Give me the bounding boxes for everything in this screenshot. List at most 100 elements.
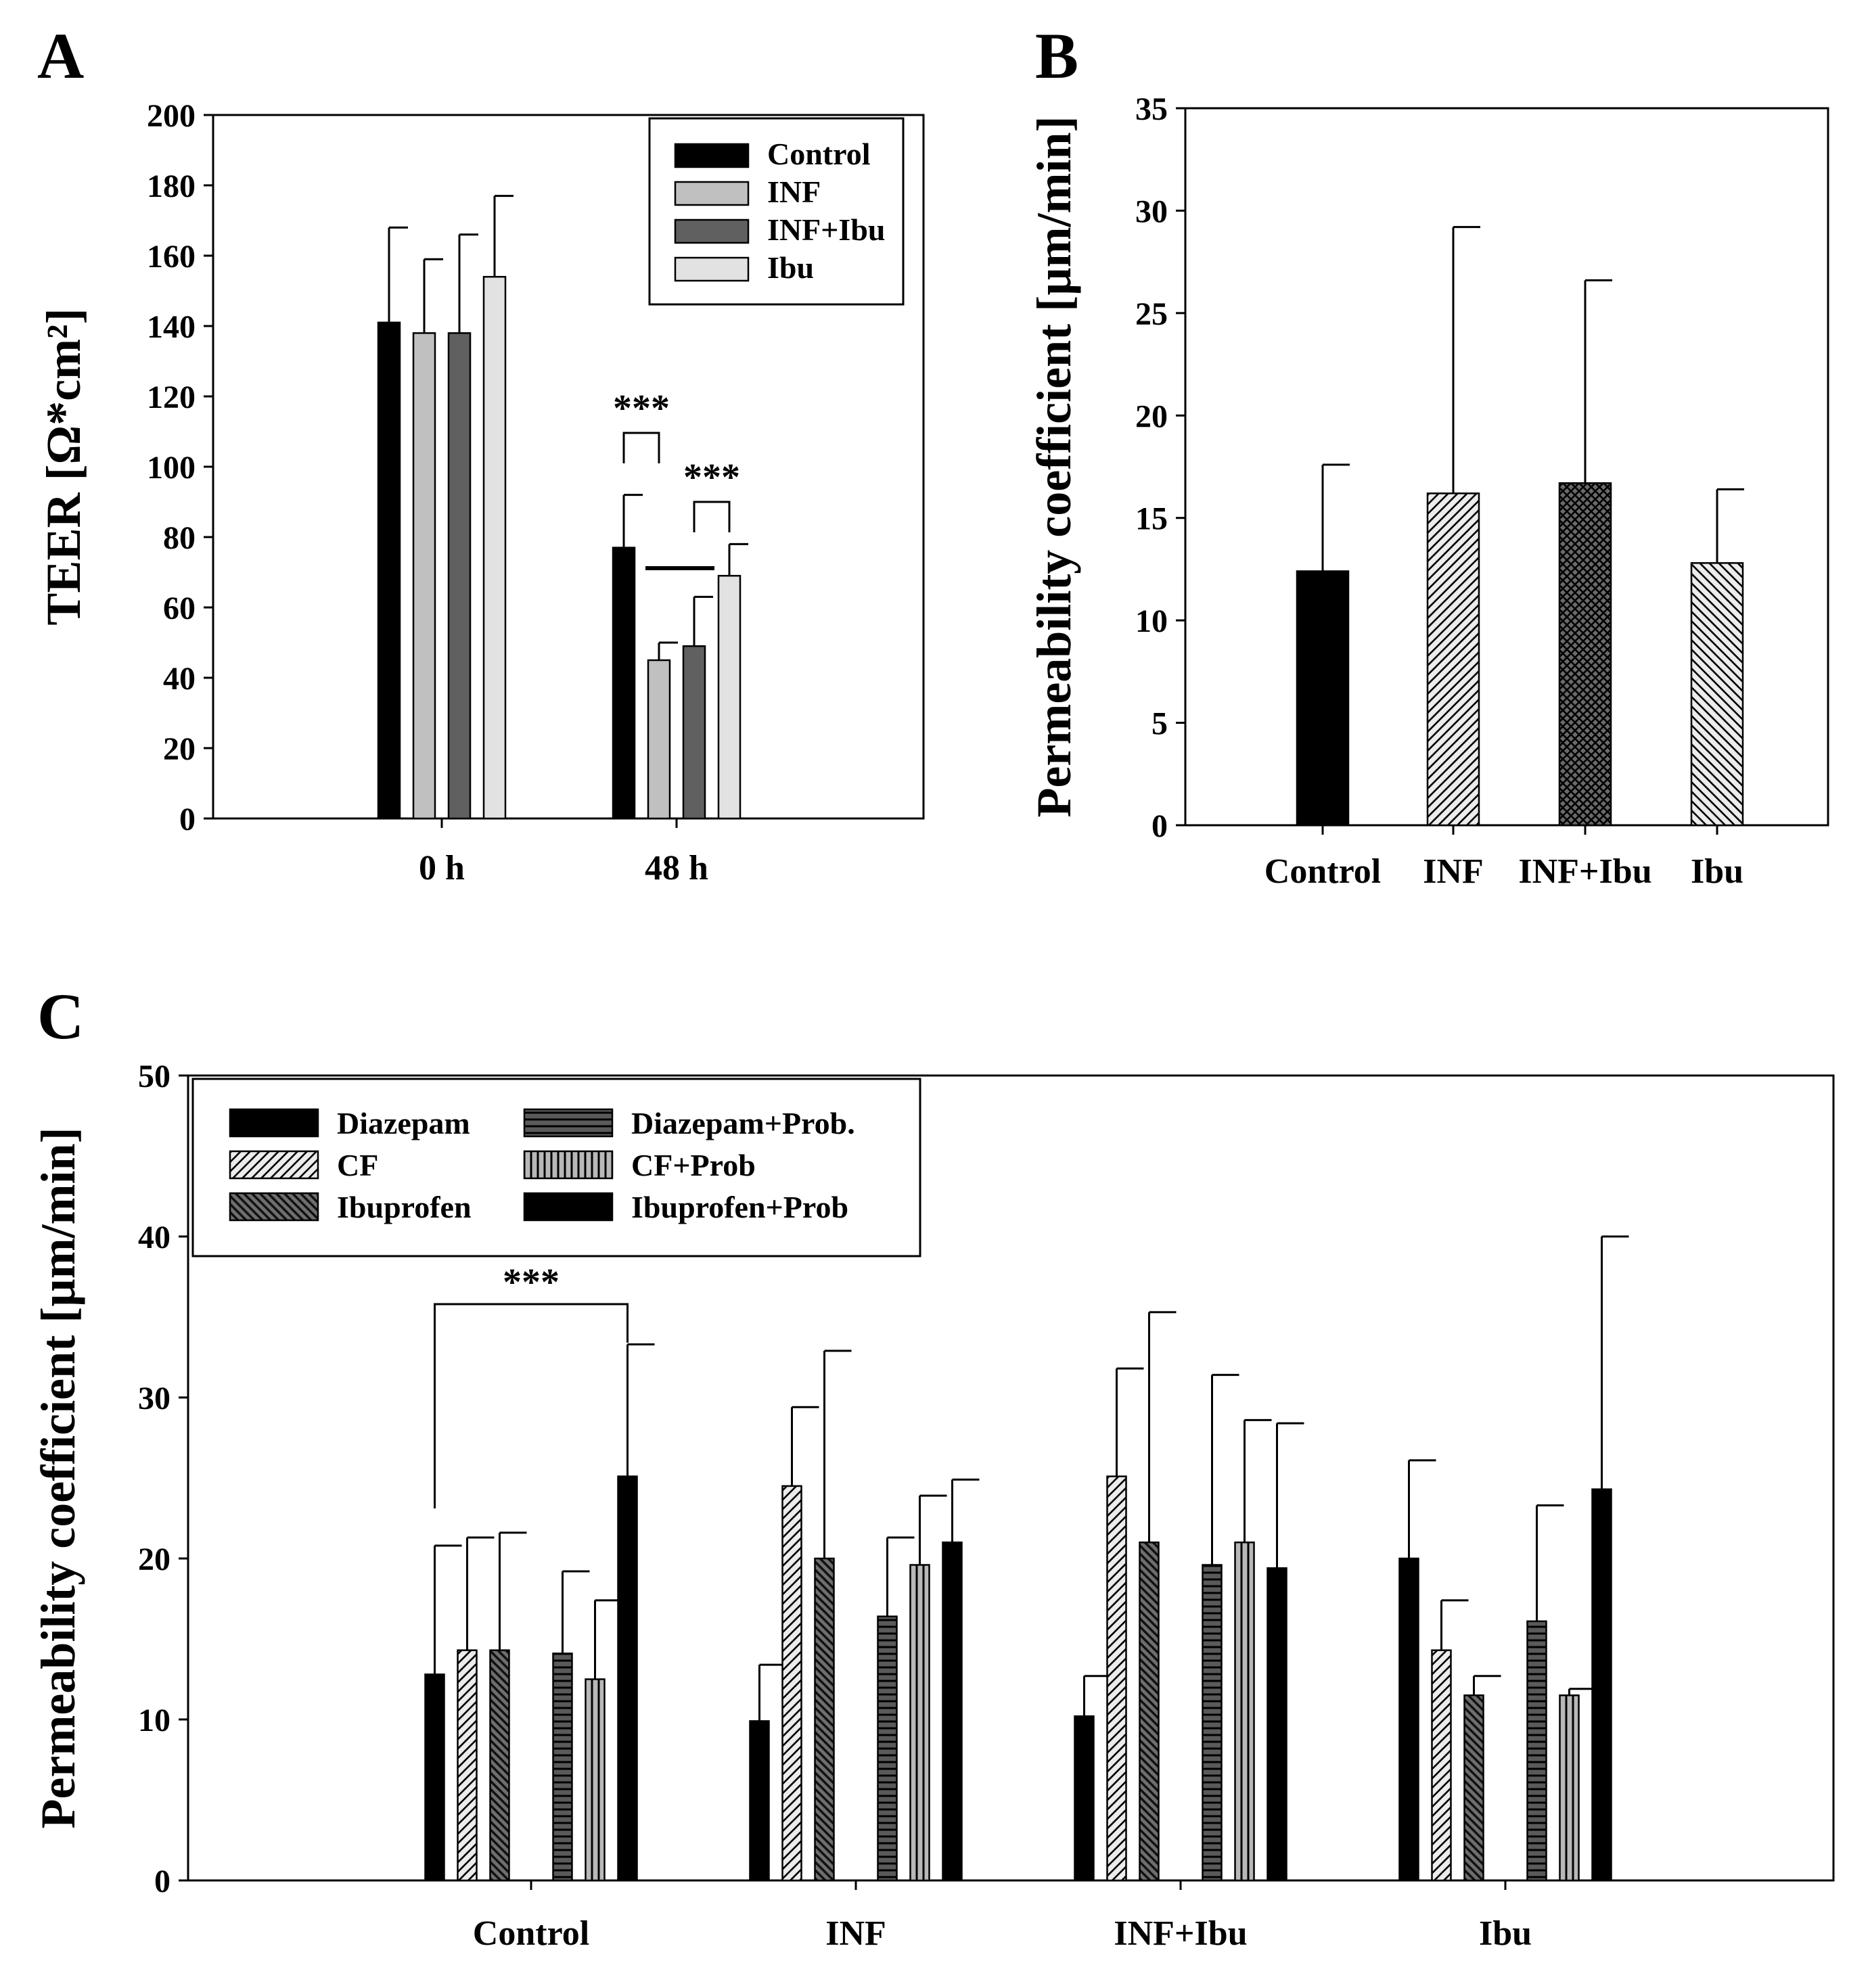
y-tick-label: 180 bbox=[147, 168, 196, 204]
y-tick-label: 50 bbox=[138, 1059, 170, 1094]
y-tick-label: 15 bbox=[1135, 501, 1168, 537]
bar bbox=[424, 1673, 445, 1882]
bar bbox=[1591, 1488, 1612, 1882]
legend-label: Diazepam+Prob. bbox=[631, 1106, 855, 1140]
bar bbox=[1431, 1649, 1452, 1882]
x-category-label: Ibu bbox=[1479, 1914, 1532, 1953]
significance-label: *** bbox=[613, 388, 670, 430]
y-tick-label: 40 bbox=[138, 1220, 170, 1255]
bars-c bbox=[424, 1235, 1629, 1882]
bar bbox=[1690, 562, 1744, 827]
legend-swatch bbox=[523, 1150, 614, 1180]
x-category-label: Control bbox=[1264, 852, 1381, 891]
bar bbox=[1074, 1715, 1095, 1882]
bar bbox=[412, 332, 436, 820]
legend-label: INF+Ibu bbox=[767, 212, 886, 247]
bar bbox=[552, 1652, 573, 1882]
y-tick-label: 20 bbox=[163, 731, 196, 767]
legend-label: Ibuprofen+Prob bbox=[631, 1190, 848, 1224]
legend-swatch bbox=[523, 1192, 614, 1222]
legend-swatch bbox=[674, 256, 750, 282]
bar bbox=[1202, 1564, 1223, 1882]
y-tick-label: 0 bbox=[154, 1864, 170, 1899]
y-tick-label: 20 bbox=[138, 1542, 170, 1577]
chart-c: Permeability coefficient [µm/min] 0 10 20 3… bbox=[31, 1059, 1835, 1953]
legend-label: Control bbox=[767, 137, 871, 171]
bar bbox=[1234, 1541, 1255, 1882]
x-category-label: Control bbox=[473, 1914, 589, 1953]
y-tick-label: 40 bbox=[163, 661, 196, 697]
y-tick-label: 35 bbox=[1135, 91, 1168, 127]
bar bbox=[682, 645, 706, 820]
panel-label-c: C bbox=[37, 980, 84, 1053]
bar bbox=[647, 659, 671, 820]
chart-b: Permeability coefficient [µm/min] 0 5 10 15… bbox=[1027, 91, 1829, 891]
significance-bracket bbox=[622, 432, 660, 463]
legend-swatch bbox=[229, 1150, 319, 1180]
bar bbox=[447, 332, 472, 820]
x-category-label: INF+Ibu bbox=[1518, 852, 1651, 891]
y-ticks-c: 0 10 20 30 40 50 bbox=[138, 1059, 188, 1899]
y-ticks-a: 0 20 40 60 80 100 120 140 160 180 200 bbox=[147, 98, 213, 837]
legend-label: CF+Prob bbox=[631, 1148, 756, 1182]
y-tick-label: 140 bbox=[147, 309, 196, 345]
bar bbox=[814, 1557, 835, 1882]
y-tick-label: 25 bbox=[1135, 296, 1168, 332]
bar bbox=[612, 547, 636, 820]
bar bbox=[617, 1475, 638, 1882]
bar bbox=[1426, 492, 1480, 827]
bar bbox=[942, 1541, 963, 1882]
legend-label: CF bbox=[337, 1148, 378, 1182]
bar bbox=[1463, 1694, 1484, 1882]
y-axis-label-b: Permeability coefficient [µm/min] bbox=[1027, 116, 1081, 817]
bar bbox=[1398, 1557, 1419, 1882]
bar bbox=[585, 1678, 606, 1882]
bar bbox=[489, 1649, 510, 1882]
y-tick-label: 10 bbox=[1135, 603, 1168, 639]
bar bbox=[1267, 1567, 1287, 1882]
legend-swatch bbox=[674, 181, 750, 206]
y-axis-label-c: Permeability coefficient [µm/min] bbox=[31, 1127, 85, 1828]
bar bbox=[909, 1564, 930, 1882]
y-tick-label: 0 bbox=[179, 802, 196, 837]
y-tick-label: 200 bbox=[147, 98, 196, 134]
bar bbox=[1526, 1620, 1547, 1882]
bars-a bbox=[377, 195, 748, 820]
x-category-label: INF bbox=[1423, 852, 1484, 891]
y-axis-label-a: TEER [Ω*cm²] bbox=[37, 308, 91, 625]
y-tick-label: 60 bbox=[163, 591, 196, 626]
significance-c: *** bbox=[434, 1262, 629, 1508]
bar bbox=[781, 1485, 802, 1882]
legend-label: Ibuprofen bbox=[337, 1190, 472, 1224]
bar bbox=[482, 275, 507, 820]
bar bbox=[1139, 1541, 1160, 1882]
y-tick-label: 0 bbox=[1151, 808, 1168, 844]
bar bbox=[1106, 1475, 1127, 1882]
bar bbox=[1559, 1694, 1580, 1882]
significance-label: *** bbox=[683, 457, 740, 499]
panel-label-b: B bbox=[1035, 20, 1078, 92]
x-category-label: 48 h bbox=[645, 849, 708, 887]
significance-label: *** bbox=[503, 1262, 560, 1303]
x-category-label: 0 h bbox=[419, 849, 465, 887]
legend-label: Diazepam bbox=[337, 1106, 470, 1140]
bar bbox=[1558, 482, 1612, 827]
legend-label: INF bbox=[767, 175, 821, 209]
legend-swatch bbox=[674, 143, 750, 168]
x-category-label: INF bbox=[825, 1914, 886, 1953]
panel-label-a: A bbox=[37, 20, 84, 92]
legend-swatch bbox=[229, 1108, 319, 1138]
legend-swatch bbox=[523, 1108, 614, 1138]
y-tick-label: 30 bbox=[1135, 193, 1168, 229]
plot-frame-b bbox=[1184, 107, 1829, 827]
bar bbox=[1296, 570, 1350, 827]
plot-frame-c bbox=[187, 1074, 1835, 1882]
significance-bracket bbox=[434, 1303, 629, 1508]
y-tick-label: 5 bbox=[1151, 706, 1168, 742]
legend-label: Ibu bbox=[767, 250, 814, 285]
chart-a: TEER [Ω*cm²] 0 20 40 60 80 100 120 140 160 180 200… bbox=[37, 98, 925, 887]
y-tick-label: 30 bbox=[138, 1381, 170, 1416]
significance-a: *** *** bbox=[613, 388, 740, 570]
